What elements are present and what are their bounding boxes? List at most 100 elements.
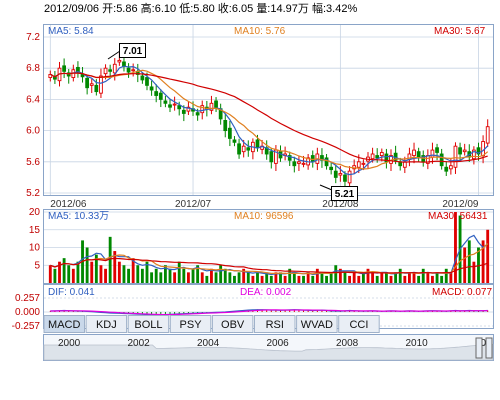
- candle-body: [177, 105, 182, 110]
- volume-bar: [113, 251, 117, 283]
- volume-bar: [357, 275, 361, 283]
- candle-body: [435, 147, 439, 153]
- candle-body: [343, 174, 347, 182]
- volume-bar: [352, 272, 356, 283]
- candle-body: [223, 120, 228, 132]
- volume-ma5-label: MA5: 10.33万: [48, 211, 109, 222]
- candle-body: [209, 102, 214, 111]
- volume-bar: [371, 272, 375, 283]
- volume-bar: [219, 265, 223, 283]
- volume-bar: [62, 258, 66, 283]
- high-marker-label: 7.01: [123, 46, 143, 57]
- candle-body: [329, 166, 334, 171]
- header-volume: 14.97万: [270, 3, 309, 15]
- volume-ma-lines: [50, 234, 489, 276]
- header-close: 6.05: [232, 3, 253, 15]
- candle-body: [80, 73, 85, 78]
- candle-body: [103, 67, 108, 75]
- navigator-handle-left[interactable]: [475, 337, 483, 359]
- navigator-year-label: 2010: [406, 338, 429, 349]
- volume-bar: [384, 272, 388, 283]
- volume-bar: [67, 265, 71, 283]
- tab-obv[interactable]: OBV: [211, 315, 254, 333]
- tab-label: MACD: [48, 319, 80, 331]
- volume-bar: [320, 272, 324, 283]
- volume-bar: [108, 236, 112, 283]
- volume-bar: [191, 268, 195, 283]
- candle-body: [163, 100, 168, 104]
- navigator-year-label: 2002: [128, 338, 151, 349]
- volume-bar: [325, 275, 328, 283]
- volume-bar: [398, 268, 402, 283]
- volume-bar: [421, 268, 425, 283]
- navigator-year-label: 2008: [336, 338, 359, 349]
- volume-ma10-label: MA10: 96596: [234, 211, 294, 222]
- volume-bar: [348, 275, 352, 283]
- volume-bar: [186, 272, 190, 283]
- navigator-year-label: 2006: [267, 338, 290, 349]
- volume-y-tick-label: 5: [34, 260, 40, 271]
- candle-body: [338, 173, 343, 176]
- candle-body: [126, 67, 131, 73]
- ma5-line: [50, 65, 489, 176]
- volume-bar: [375, 275, 379, 283]
- header-amplitude: 3.42%: [326, 3, 357, 15]
- header-open: 5.86: [116, 3, 137, 15]
- tab-label: RSI: [266, 319, 284, 331]
- price-panel: [43, 24, 494, 196]
- tab-psy[interactable]: PSY: [169, 315, 212, 333]
- volume-bar: [205, 275, 209, 283]
- volume-bar: [90, 261, 94, 283]
- tab-label: OBV: [221, 319, 245, 331]
- volume-bar: [412, 272, 416, 283]
- volume-bar: [315, 268, 319, 283]
- volume-bar: [338, 268, 342, 283]
- volume-bar: [145, 261, 149, 283]
- dea-line: [50, 309, 488, 316]
- volume-bar: [435, 272, 439, 283]
- header-high-label: 高:: [141, 1, 155, 15]
- tab-wvad[interactable]: WVAD: [296, 315, 338, 333]
- tab-cci[interactable]: CCI: [338, 315, 380, 333]
- volume-bar: [472, 261, 476, 283]
- header-amplitude-label: 幅:: [312, 2, 326, 15]
- volume-bar: [449, 272, 453, 283]
- candle-body: [370, 153, 375, 160]
- volume-bar: [329, 272, 333, 283]
- candle-body: [255, 139, 260, 149]
- volume-bar: [481, 240, 485, 283]
- tab-kdj[interactable]: KDJ: [85, 315, 128, 333]
- candle-body: [53, 75, 57, 80]
- volume-bar: [127, 268, 131, 283]
- tab-boll[interactable]: BOLL: [127, 315, 170, 333]
- volume-bar: [279, 272, 282, 283]
- low-marker: 5.21: [319, 184, 358, 201]
- candle-body: [108, 69, 113, 72]
- volume-ma30-label: MA30: 56431: [428, 211, 488, 222]
- price-ma5-label: MA5: 5.84: [48, 26, 94, 37]
- volume-bar: [242, 268, 246, 283]
- candle-body: [361, 162, 366, 165]
- macd-y-tick-label: -0.257: [12, 321, 41, 332]
- volume-bar: [380, 272, 384, 283]
- macd-y-tick-label: 0.257: [15, 293, 40, 304]
- volume-bar: [94, 254, 98, 283]
- header-high: 6.10: [155, 3, 176, 15]
- header-low-label: 低:: [179, 2, 193, 15]
- header-open-label: 开:: [102, 3, 116, 15]
- header-volume-label: 量:: [256, 2, 270, 15]
- candle-body: [375, 155, 380, 159]
- tab-macd[interactable]: MACD: [43, 315, 85, 333]
- candle-body: [458, 147, 462, 155]
- volume-bar: [274, 272, 278, 283]
- volume-bar: [407, 272, 411, 283]
- tab-background: [338, 315, 380, 333]
- navigator-year-label: 2004: [197, 338, 220, 349]
- volume-bar: [292, 272, 296, 283]
- tab-rsi[interactable]: RSI: [254, 315, 296, 333]
- volume-bar: [269, 275, 273, 283]
- volume-bar: [311, 275, 315, 283]
- navigator-handle-right[interactable]: [485, 337, 493, 359]
- volume-bar: [104, 268, 107, 283]
